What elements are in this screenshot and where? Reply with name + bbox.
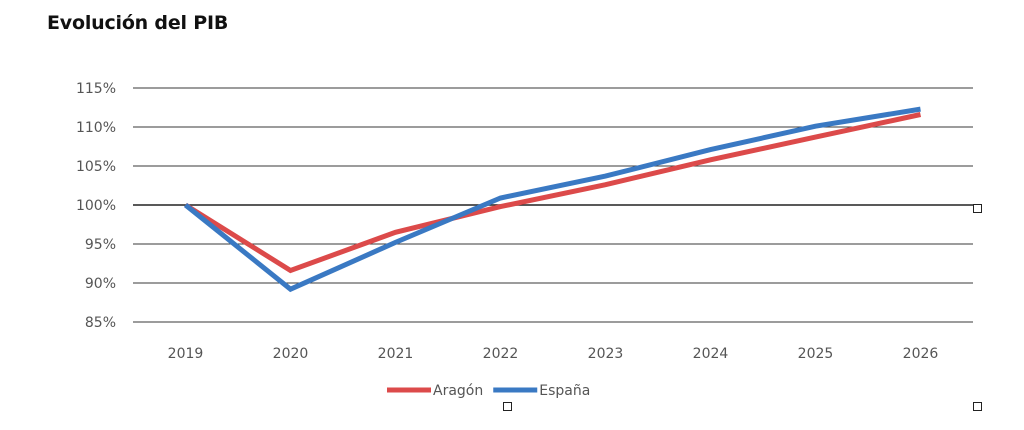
legend-label: España — [539, 383, 590, 399]
grid-lines — [133, 87, 973, 323]
series-line-arag-n — [184, 112, 922, 274]
y-tick-label: 90% — [85, 276, 116, 292]
y-tick-label: 115% — [76, 81, 116, 97]
x-tick-label: 2019 — [168, 346, 204, 362]
y-axis-ticks: 85% 90% 95% 100% 105% 110% 115% — [76, 81, 116, 331]
y-tick-label: 85% — [85, 315, 116, 331]
y-tick-label: 95% — [85, 237, 116, 253]
series-lines — [183, 106, 922, 293]
resize-handle[interactable] — [973, 402, 982, 411]
y-tick-label: 105% — [76, 159, 116, 175]
x-tick-label: 2025 — [798, 346, 834, 362]
resize-handle[interactable] — [973, 204, 982, 213]
x-tick-label: 2026 — [903, 346, 939, 362]
resize-handle[interactable] — [503, 402, 512, 411]
x-tick-label: 2022 — [483, 346, 519, 362]
x-axis-ticks: 2019 2020 2021 2022 2023 2024 2025 2026 — [168, 346, 939, 362]
x-tick-label: 2020 — [273, 346, 309, 362]
y-tick-label: 100% — [76, 198, 116, 214]
x-tick-label: 2021 — [378, 346, 414, 362]
y-tick-label: 110% — [76, 120, 116, 136]
chart-title: Evolución del PIB — [47, 12, 229, 34]
series-line-espa-a — [183, 106, 921, 293]
legend-label: Aragón — [433, 383, 483, 399]
x-tick-label: 2024 — [693, 346, 729, 362]
x-tick-label: 2023 — [588, 346, 624, 362]
legend: Aragón España — [387, 383, 590, 399]
